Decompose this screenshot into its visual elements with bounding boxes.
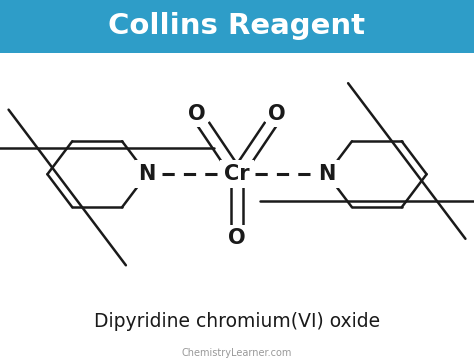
- Text: ChemistryLearner.com: ChemistryLearner.com: [182, 348, 292, 358]
- Text: N: N: [138, 164, 155, 184]
- Text: Dipyridine chromium(VI) oxide: Dipyridine chromium(VI) oxide: [94, 312, 380, 331]
- Text: Collins Reagent: Collins Reagent: [109, 12, 365, 40]
- Bar: [0, 0, 474, 53]
- Text: O: O: [268, 104, 286, 125]
- Text: N: N: [319, 164, 336, 184]
- Text: Cr: Cr: [224, 164, 250, 184]
- Text: O: O: [188, 104, 206, 125]
- Text: O: O: [228, 228, 246, 248]
